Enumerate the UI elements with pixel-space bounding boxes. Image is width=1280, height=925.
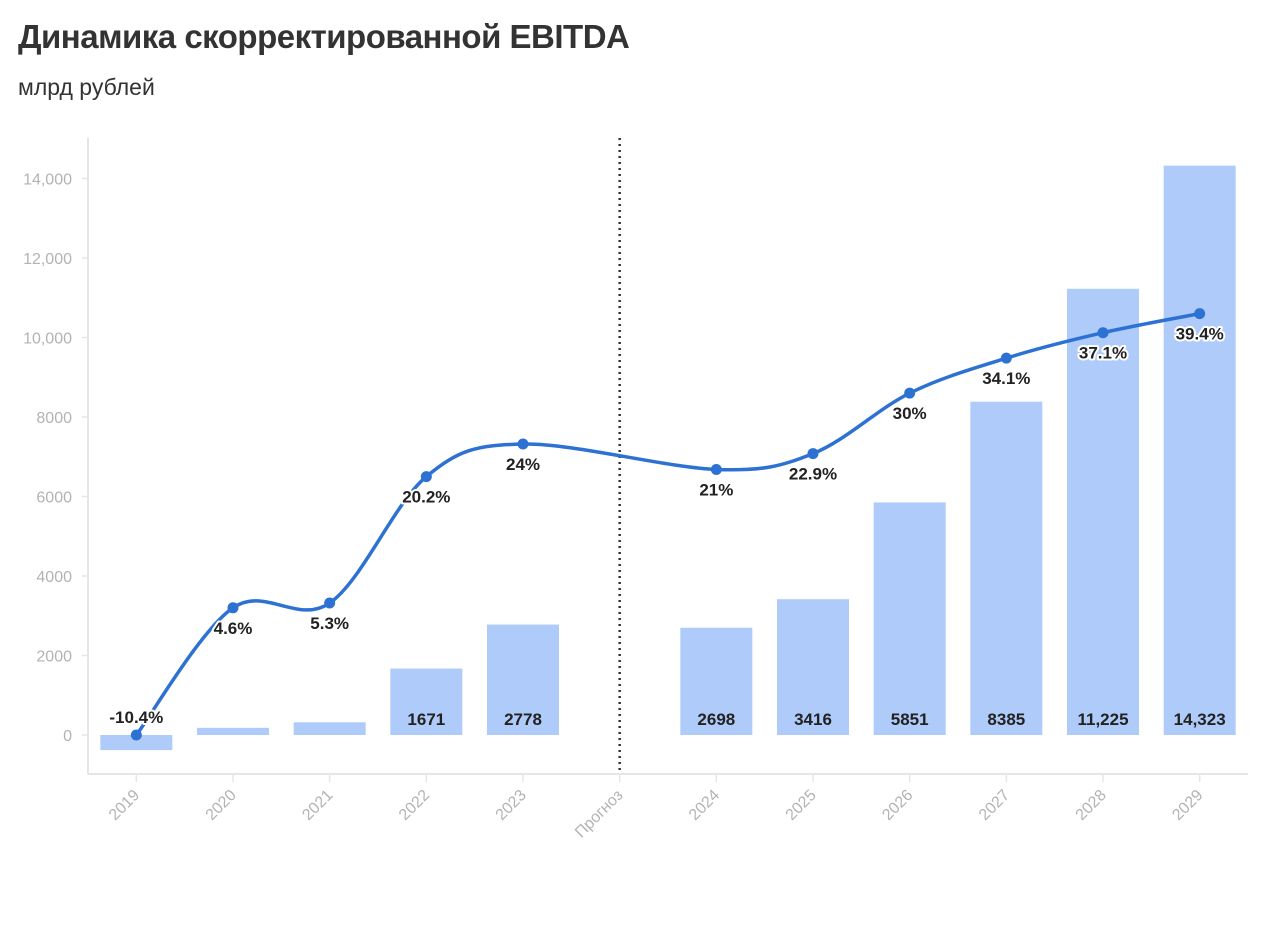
x-tick-label: 2028 <box>1073 787 1110 824</box>
bar-value-label: 5851 <box>891 710 929 729</box>
y-tick-label: 4000 <box>36 569 72 586</box>
x-tick-label: 2025 <box>783 787 820 824</box>
margin-point <box>420 471 432 483</box>
bar <box>1067 288 1139 735</box>
margin-percent-label: 34.1% <box>982 369 1030 388</box>
bar <box>390 668 463 735</box>
margin-point <box>517 438 529 450</box>
margin-percent-label: 30% <box>893 404 927 423</box>
x-tick-label: 2022 <box>396 787 433 824</box>
margin-point <box>1194 308 1206 320</box>
x-tick-label: 2021 <box>299 787 336 824</box>
margin-percent-label: 22.9% <box>789 465 837 484</box>
y-tick-label: 2000 <box>36 649 72 666</box>
y-tick-label: 8000 <box>36 410 72 427</box>
bar <box>487 624 559 735</box>
bar-value-label: 2778 <box>504 710 542 729</box>
chart-axes: 0 2000 4000 6000 8000 10,000 12,000 14,000 2019 2… <box>23 138 1248 841</box>
margin-percent-label: 39.4% <box>1176 325 1224 344</box>
x-tick-label: Прогноз <box>572 787 626 841</box>
x-tick-label: 2026 <box>879 787 916 824</box>
margin-percent-label: 4.6% <box>214 619 253 638</box>
margin-percent-label: 5.3% <box>310 614 349 633</box>
bar-value-label: 14,323 <box>1174 710 1226 729</box>
margin-point <box>807 448 819 460</box>
bar <box>777 599 849 735</box>
margin-line <box>134 311 1202 737</box>
chart-subtitle: млрд рублей <box>18 74 155 100</box>
bar <box>197 727 269 735</box>
margin-percent-label: 24% <box>506 455 540 474</box>
margin-percent-label: 21% <box>699 480 733 499</box>
bar-value-label: 2698 <box>697 710 735 729</box>
y-tick-label: 12,000 <box>23 251 72 268</box>
y-tick-label: 6000 <box>36 490 72 507</box>
bar <box>1163 165 1236 735</box>
bar <box>680 627 753 735</box>
y-tick-label: 0 <box>63 728 72 745</box>
margin-point <box>1097 327 1109 339</box>
margin-percent-label: -10.4% <box>109 708 163 727</box>
bar-value-label: 3416 <box>794 710 832 729</box>
bar-value-label: 11,225 <box>1077 710 1128 729</box>
data-labels: 1671 2778 2698 3416 5851 8385 11,225 14,323 -10.… <box>107 323 1226 729</box>
bar <box>873 502 946 735</box>
margin-point <box>1000 352 1012 364</box>
margin-percent-label: 20.2% <box>402 488 450 507</box>
x-tick-label: 2029 <box>1169 787 1206 824</box>
margin-point <box>710 463 722 475</box>
x-tick-label: 2024 <box>686 787 723 824</box>
margin-percent-label: 37.1% <box>1079 344 1127 363</box>
margin-point <box>130 729 142 741</box>
y-tick-label: 10,000 <box>23 331 72 348</box>
bar-series <box>100 165 1236 751</box>
y-tick-label: 14,000 <box>23 172 72 189</box>
chart-title: Динамика скорректированной EBITDA <box>18 18 630 55</box>
bar <box>293 722 366 735</box>
x-tick-label: 2020 <box>203 787 240 824</box>
margin-point <box>324 597 336 609</box>
margin-point <box>904 387 916 399</box>
bar <box>100 735 173 751</box>
margin-point <box>227 602 239 614</box>
margin-line-series <box>130 308 1206 741</box>
bar-value-label: 8385 <box>987 710 1025 729</box>
bar <box>970 401 1043 735</box>
x-tick-label: 2019 <box>106 787 143 824</box>
x-tick-label: 2027 <box>976 787 1013 824</box>
x-tick-label: 2023 <box>493 787 530 824</box>
bar-value-label: 1671 <box>407 710 445 729</box>
